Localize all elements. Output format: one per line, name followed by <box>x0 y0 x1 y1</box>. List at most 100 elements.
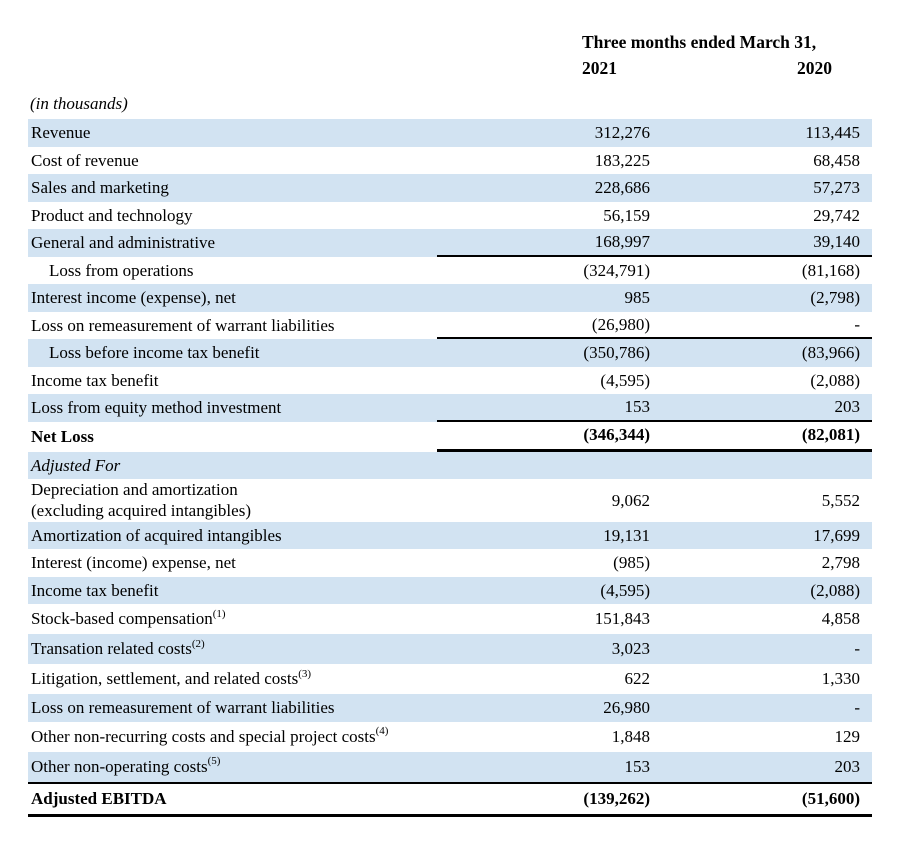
row-label-text: Sales and marketing <box>31 178 169 198</box>
value-2020: 39,140 <box>813 232 860 252</box>
row-values: (346,344) (82,081) <box>437 422 872 452</box>
row-label-text: Cost of revenue <box>31 150 139 170</box>
row-label-text: General and administrative <box>31 233 216 253</box>
value-2020: (83,966) <box>801 343 860 363</box>
footnote-ref: (2) <box>191 637 205 650</box>
table-row: Interest income (expense), net 985 (2,798) <box>28 284 872 312</box>
table-row: Adjusted For <box>28 451 872 480</box>
footnote-ref: (4) <box>375 725 389 738</box>
row-values: 19,131 17,699 <box>437 522 872 550</box>
row-label: Other non-recurring costs and special pr… <box>28 726 437 747</box>
row-values: 3,023 - <box>437 634 872 664</box>
row-label-text: Interest (income) expense, net <box>31 553 236 573</box>
table-row: Income tax benefit (4,595) (2,088) <box>28 576 872 604</box>
table-row: General and administrative 168,997 39,140 <box>28 229 872 257</box>
row-values: 228,686 57,273 <box>437 174 872 202</box>
value-2020: - <box>854 639 860 659</box>
table-row: Litigation, settlement, and related cost… <box>28 664 872 694</box>
row-values: (350,786) (83,966) <box>437 339 872 367</box>
row-label: Transation related costs(2) <box>28 638 437 659</box>
value-2020: (2,088) <box>810 370 860 390</box>
row-label-text: Other non-operating costs <box>31 756 208 776</box>
row-label: Adjusted EBITDA <box>28 788 437 809</box>
table-row: Loss on remeasurement of warrant liabili… <box>28 694 872 722</box>
period-header: Three months ended March 31, <box>582 32 817 52</box>
table-row: Adjusted EBITDA (139,262) (51,600) <box>28 784 872 817</box>
row-label: General and administrative <box>28 232 437 253</box>
value-2021: (4,595) <box>600 580 650 600</box>
row-label-text: Loss from operations <box>49 260 194 280</box>
value-2020: - <box>854 698 860 718</box>
value-2020: (82,081) <box>801 425 860 445</box>
row-label-text: Adjusted EBITDA <box>31 788 167 808</box>
row-label: Loss on remeasurement of warrant liabili… <box>28 315 437 336</box>
row-label: Other non-operating costs(5) <box>28 756 437 777</box>
table-row: Interest (income) expense, net (985) 2,798 <box>28 549 872 577</box>
value-2021: 312,276 <box>594 123 650 143</box>
row-label-text: Interest income (expense), net <box>31 288 236 308</box>
row-label: Product and technology <box>28 205 437 226</box>
value-2021: 622 <box>624 669 651 689</box>
value-2020: (2,088) <box>810 580 860 600</box>
row-values: 985 (2,798) <box>437 284 872 312</box>
row-values: (985) 2,798 <box>437 549 872 577</box>
row-values: 151,843 4,858 <box>437 604 872 634</box>
value-2020: 129 <box>834 726 861 746</box>
row-label-text: Net Loss <box>31 426 94 446</box>
row-values: 1,848 129 <box>437 722 872 752</box>
value-2021: 1,848 <box>611 726 650 746</box>
row-values: 26,980 - <box>437 694 872 722</box>
row-label-text: Loss on remeasurement of warrant liabili… <box>31 698 335 718</box>
table-row: Product and technology 56,159 29,742 <box>28 202 872 230</box>
row-values: (139,262) (51,600) <box>437 784 872 814</box>
value-2021: 26,980 <box>603 698 650 718</box>
row-label-line2: (excluding acquired intangibles) <box>31 501 251 521</box>
table-row: Transation related costs(2) 3,023 - <box>28 634 872 664</box>
value-2020: 2,798 <box>821 553 860 573</box>
value-2021: 19,131 <box>603 525 650 545</box>
value-2020: (81,168) <box>801 260 860 280</box>
row-label: Income tax benefit <box>28 370 437 391</box>
table-row: Loss from operations (324,791) (81,168) <box>28 257 872 285</box>
value-2020: 203 <box>834 756 861 776</box>
row-label-text: Income tax benefit <box>31 580 159 600</box>
value-2020: - <box>854 314 860 334</box>
value-2021: (350,786) <box>583 343 650 363</box>
row-label: Stock-based compensation(1) <box>28 608 437 629</box>
row-label-text: Loss before income tax benefit <box>49 343 260 363</box>
row-values: 312,276 113,445 <box>437 119 872 147</box>
table-header: Three months ended March 31, 2021 2020 <box>582 30 832 81</box>
row-values: 183,225 68,458 <box>437 147 872 175</box>
value-2020: 68,458 <box>813 150 860 170</box>
row-values: 153 203 <box>437 394 872 422</box>
row-label-text: Loss from equity method investment <box>31 398 282 418</box>
row-label: Revenue <box>28 122 437 143</box>
value-2021: 151,843 <box>594 609 650 629</box>
value-2021: 3,023 <box>611 639 650 659</box>
value-2021: 9,062 <box>611 490 650 510</box>
row-label: Cost of revenue <box>28 150 437 171</box>
table-row: Loss on remeasurement of warrant liabili… <box>28 312 872 339</box>
value-2021: (346,344) <box>583 425 650 445</box>
value-2020: (51,600) <box>801 788 860 808</box>
value-2021: 183,225 <box>594 150 650 170</box>
row-label: Sales and marketing <box>28 177 437 198</box>
row-label: Loss before income tax benefit <box>28 342 437 363</box>
year-headers: 2021 2020 <box>582 55 832 81</box>
row-values: 168,997 39,140 <box>437 229 872 257</box>
value-2020: 29,742 <box>813 205 860 225</box>
value-2020: (2,798) <box>810 288 860 308</box>
row-label-text: Product and technology <box>31 205 193 225</box>
footnote-ref: (1) <box>212 607 226 620</box>
value-2021: 56,159 <box>603 205 650 225</box>
table-row: Stock-based compensation(1) 151,843 4,858 <box>28 604 872 634</box>
row-values <box>437 452 872 480</box>
row-values: (26,980) - <box>437 312 872 339</box>
year-2020-header: 2020 <box>797 58 832 78</box>
footnote-ref: (3) <box>298 667 312 680</box>
value-2021: 985 <box>624 288 651 308</box>
row-label: Litigation, settlement, and related cost… <box>28 668 437 689</box>
value-2020: 4,858 <box>821 609 860 629</box>
row-label: Loss from operations <box>28 260 437 281</box>
row-label: Net Loss <box>28 426 437 447</box>
